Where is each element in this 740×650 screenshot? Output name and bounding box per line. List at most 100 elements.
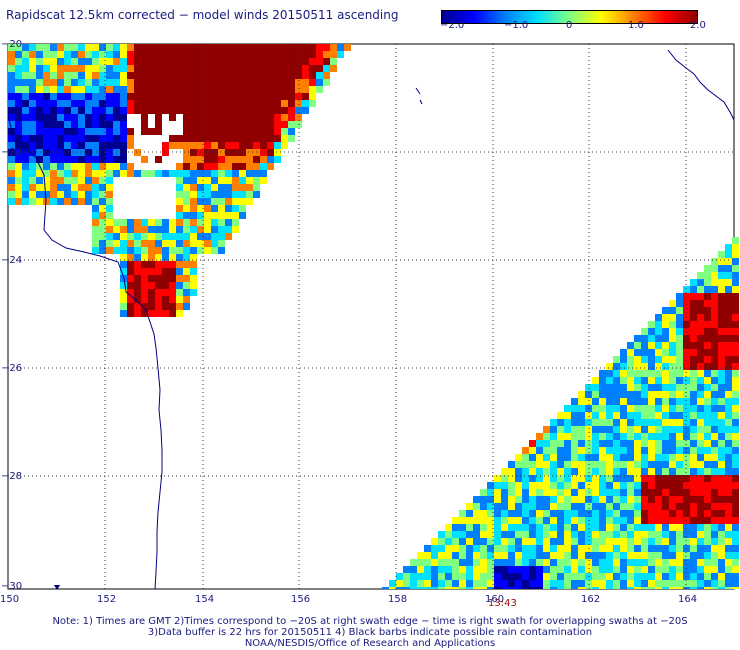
wind-cell xyxy=(606,489,613,496)
wind-cell xyxy=(676,454,683,461)
wind-cell xyxy=(183,240,190,247)
wind-cell xyxy=(183,198,190,205)
wind-cell xyxy=(452,552,459,559)
wind-cell xyxy=(683,286,690,293)
wind-cell xyxy=(592,426,599,433)
wind-cell xyxy=(718,573,725,580)
wind-cell xyxy=(410,580,417,587)
wind-cell xyxy=(211,51,218,58)
wind-cell xyxy=(718,440,725,447)
wind-cell xyxy=(599,489,606,496)
wind-cell xyxy=(557,489,564,496)
wind-cell xyxy=(536,510,543,517)
wind-cell xyxy=(487,545,494,552)
wind-cell xyxy=(71,177,78,184)
wind-cell xyxy=(120,170,127,177)
wind-cell xyxy=(550,440,557,447)
wind-cell xyxy=(669,587,676,589)
wind-cell xyxy=(309,72,316,79)
colorbar-tick-min: −2.0 xyxy=(440,20,465,31)
wind-cell xyxy=(445,531,452,538)
wind-cell xyxy=(641,559,648,566)
wind-cell xyxy=(169,254,176,261)
wind-cell xyxy=(627,587,634,589)
wind-cell xyxy=(382,587,389,589)
wind-cell xyxy=(732,300,739,307)
wind-cell xyxy=(662,405,669,412)
wind-cell xyxy=(295,44,302,51)
wind-cell xyxy=(120,44,127,51)
wind-cell xyxy=(43,58,50,65)
lon-label: 150 xyxy=(0,594,19,605)
wind-cell xyxy=(106,121,113,128)
wind-cell xyxy=(176,65,183,72)
wind-cell xyxy=(71,114,78,121)
wind-cell xyxy=(690,335,697,342)
wind-cell xyxy=(690,454,697,461)
wind-cell xyxy=(508,580,515,587)
wind-cell xyxy=(473,531,480,538)
wind-cell xyxy=(78,184,85,191)
wind-cell xyxy=(599,391,606,398)
wind-cell xyxy=(197,226,204,233)
coastline-islet xyxy=(415,87,423,105)
wind-cell xyxy=(718,482,725,489)
wind-cell xyxy=(571,454,578,461)
wind-cell xyxy=(43,72,50,79)
wind-cell xyxy=(543,524,550,531)
wind-cell xyxy=(197,114,204,121)
wind-cell xyxy=(8,156,15,163)
wind-cell xyxy=(190,247,197,254)
wind-cell xyxy=(725,314,732,321)
wind-cell xyxy=(690,573,697,580)
wind-cell xyxy=(36,79,43,86)
wind-cell xyxy=(36,86,43,93)
wind-cell xyxy=(120,268,127,275)
wind-cell xyxy=(725,573,732,580)
footnote-line-3: NOAA/NESDIS/Office of Research and Appli… xyxy=(244,638,496,649)
wind-cell xyxy=(218,184,225,191)
wind-cell xyxy=(732,251,739,258)
wind-cell xyxy=(15,128,22,135)
wind-cell xyxy=(246,163,253,170)
wind-cell xyxy=(599,475,606,482)
wind-cell xyxy=(585,559,592,566)
wind-cell xyxy=(417,573,424,580)
wind-cell xyxy=(22,58,29,65)
wind-cell xyxy=(218,177,225,184)
wind-cell xyxy=(64,128,71,135)
wind-cell xyxy=(162,240,169,247)
wind-cell xyxy=(683,475,690,482)
wind-cell xyxy=(176,289,183,296)
wind-cell xyxy=(620,461,627,468)
wind-cell xyxy=(141,170,148,177)
wind-cell xyxy=(634,524,641,531)
wind-cell xyxy=(36,198,43,205)
wind-cell xyxy=(641,475,648,482)
wind-cell xyxy=(57,142,64,149)
wind-cell xyxy=(204,240,211,247)
wind-cell xyxy=(494,482,501,489)
wind-cell xyxy=(732,461,739,468)
wind-cell xyxy=(718,538,725,545)
wind-cell xyxy=(732,244,739,251)
wind-cell xyxy=(473,552,480,559)
wind-cell xyxy=(662,349,669,356)
wind-cell xyxy=(190,275,197,282)
wind-cell xyxy=(113,79,120,86)
wind-cell xyxy=(501,580,508,587)
wind-cell xyxy=(22,100,29,107)
wind-cell xyxy=(718,300,725,307)
wind-cell xyxy=(641,587,648,589)
wind-cell xyxy=(634,475,641,482)
wind-cell xyxy=(302,51,309,58)
wind-cell xyxy=(627,503,634,510)
wind-cell xyxy=(71,79,78,86)
wind-cell xyxy=(169,282,176,289)
wind-cell xyxy=(704,335,711,342)
wind-cell xyxy=(452,559,459,566)
wind-cell xyxy=(613,510,620,517)
wind-cell xyxy=(134,149,141,156)
wind-cell xyxy=(197,100,204,107)
wind-cell xyxy=(15,184,22,191)
